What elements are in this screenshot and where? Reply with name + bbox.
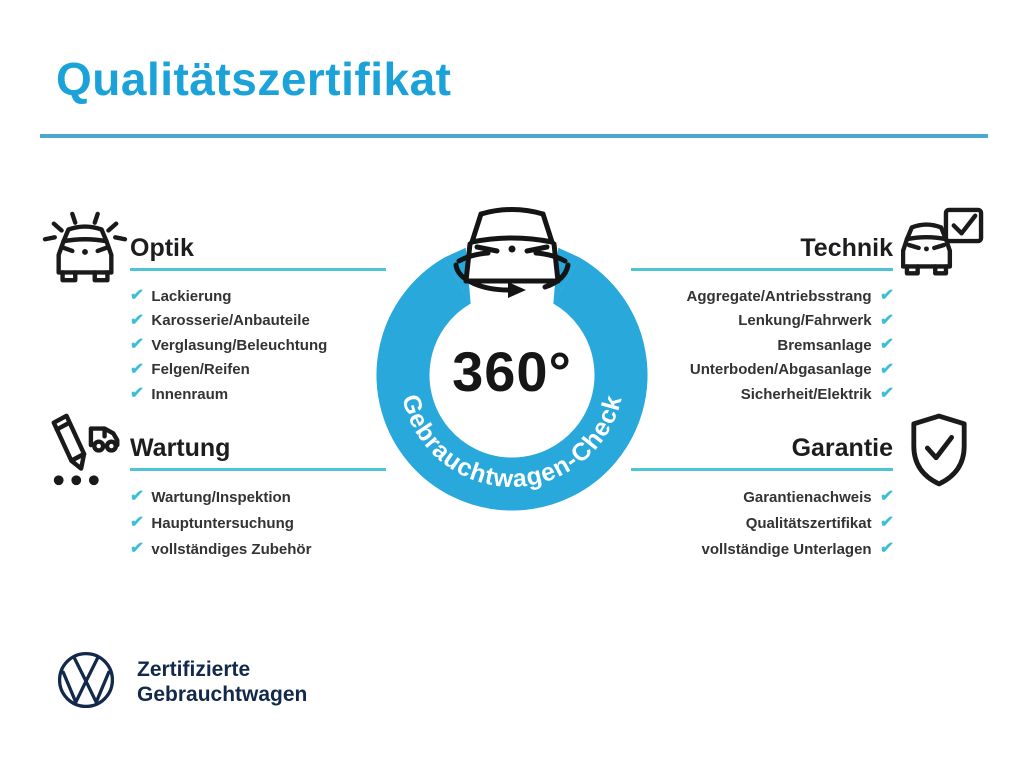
check-icon: ✔: [129, 488, 145, 505]
checklist-item-label: vollständige Unterlagen: [701, 540, 872, 558]
check-icon: ✔: [129, 385, 145, 403]
checklist-item-label: Lackierung: [151, 287, 232, 305]
section-technik-underline: [631, 268, 893, 271]
checklist-item: Lenkung/Fahrwerk ✔: [631, 309, 894, 334]
checklist-item: ✔ Felgen/Reifen: [129, 358, 386, 383]
footer-claim: Zertifizierte Gebrauchtwagen: [137, 657, 307, 707]
section-garantie-title: Garantie: [791, 434, 893, 462]
section-technik-title: Technik: [800, 234, 893, 262]
check-icon: ✔: [129, 287, 145, 305]
check-icon: ✔: [129, 311, 145, 329]
check-icon: ✔: [878, 287, 894, 305]
checklist-item: ✔ Innenraum: [129, 382, 386, 407]
checklist-item-label: Garantienachweis: [743, 488, 872, 506]
section-wartung: Wartung ✔ Wartung/Inspektion ✔ Hauptunters…: [129, 434, 386, 562]
checklist-item-label: Verglasung/Beleuchtung: [151, 336, 328, 354]
checklist-item-label: Aggregate/Antriebsstrang: [686, 287, 872, 305]
section-garantie: Garantie Garantienachweis ✔ Qualitätszert…: [631, 434, 894, 562]
footer-claim-line1: Zertifizierte: [137, 658, 251, 681]
checklist-item: Bremsanlage ✔: [631, 333, 894, 358]
checklist-item: ✔ Hauptuntersuchung: [129, 510, 386, 536]
shield-check-icon: [911, 413, 967, 487]
title-divider: [40, 134, 988, 138]
section-optik-title: Optik: [130, 234, 194, 262]
360-check-ring-graphic: Gebrauchtwagen-Check: [376, 207, 648, 511]
checklist-item-label: Innenraum: [151, 385, 229, 403]
checklist-item-label: Bremsanlage: [777, 336, 872, 354]
ring-tip-right: [553, 247, 580, 304]
shiny-car-icon: [42, 211, 128, 283]
page-title: Qualitätszertifikat: [56, 53, 452, 105]
checklist-item-label: Qualitätszertifikat: [745, 514, 872, 532]
checklist-item-label: Hauptuntersuchung: [151, 514, 294, 532]
checklist-item: ✔ Wartung/Inspektion: [129, 484, 386, 510]
checklist-item-label: Sicherheit/Elektrik: [740, 385, 872, 403]
section-optik: Optik ✔ Lackierung ✔ Karosserie/Anbauteile…: [129, 234, 386, 407]
check-icon: ✔: [878, 311, 894, 329]
checklist-item-label: Karosserie/Anbauteile: [151, 312, 310, 330]
check-icon: ✔: [878, 514, 894, 531]
checklist-item: Garantienachweis ✔: [631, 484, 894, 510]
check-icon: ✔: [129, 540, 145, 557]
service-checklist-icon: [51, 413, 120, 486]
checklist-item-label: Unterboden/Abgasanlage: [689, 361, 872, 379]
checklist-item: Unterboden/Abgasanlage ✔: [631, 358, 894, 383]
checklist-item-label: vollständiges Zubehör: [151, 540, 312, 558]
checklist-item: Qualitätszertifikat ✔: [631, 510, 894, 536]
check-icon: ✔: [129, 336, 145, 354]
check-icon: ✔: [129, 360, 145, 378]
checklist-item-label: Lenkung/Fahrwerk: [738, 312, 872, 330]
checklist-item-label: Wartung/Inspektion: [151, 488, 291, 506]
check-icon: ✔: [878, 488, 894, 505]
car-rotation-icon: [453, 207, 571, 298]
check-icon: ✔: [878, 336, 894, 354]
section-wartung-underline: [130, 468, 386, 471]
checklist-item: Aggregate/Antriebsstrang ✔: [631, 284, 894, 309]
section-wartung-title: Wartung: [130, 434, 231, 462]
check-icon: ✔: [878, 540, 894, 557]
section-garantie-underline: [631, 468, 893, 471]
checklist-item-label: Felgen/Reifen: [151, 361, 250, 379]
section-optik-underline: [130, 268, 386, 271]
check-icon: ✔: [878, 360, 894, 378]
check-icon: ✔: [878, 385, 894, 403]
checklist-item: ✔ Karosserie/Anbauteile: [129, 309, 386, 334]
ring-arc: [376, 257, 648, 511]
checklist-item: vollständige Unterlagen ✔: [631, 536, 894, 562]
check-icon: ✔: [129, 514, 145, 531]
checklist-item: Sicherheit/Elektrik ✔: [631, 382, 894, 407]
ring-tip-left: [444, 247, 471, 304]
checklist-item: ✔ vollständiges Zubehör: [129, 536, 386, 562]
checklist-item: ✔ Lackierung: [129, 284, 386, 309]
section-technik: Technik Aggregate/Antriebsstrang ✔ Lenkun…: [631, 234, 894, 407]
checklist-item: ✔ Verglasung/Beleuchtung: [129, 333, 386, 358]
degree-label: 360°: [452, 340, 572, 403]
car-checkbox-icon: [901, 207, 984, 276]
footer-claim-line2: Gebrauchtwagen: [137, 683, 308, 706]
vw-logo: [57, 651, 115, 709]
